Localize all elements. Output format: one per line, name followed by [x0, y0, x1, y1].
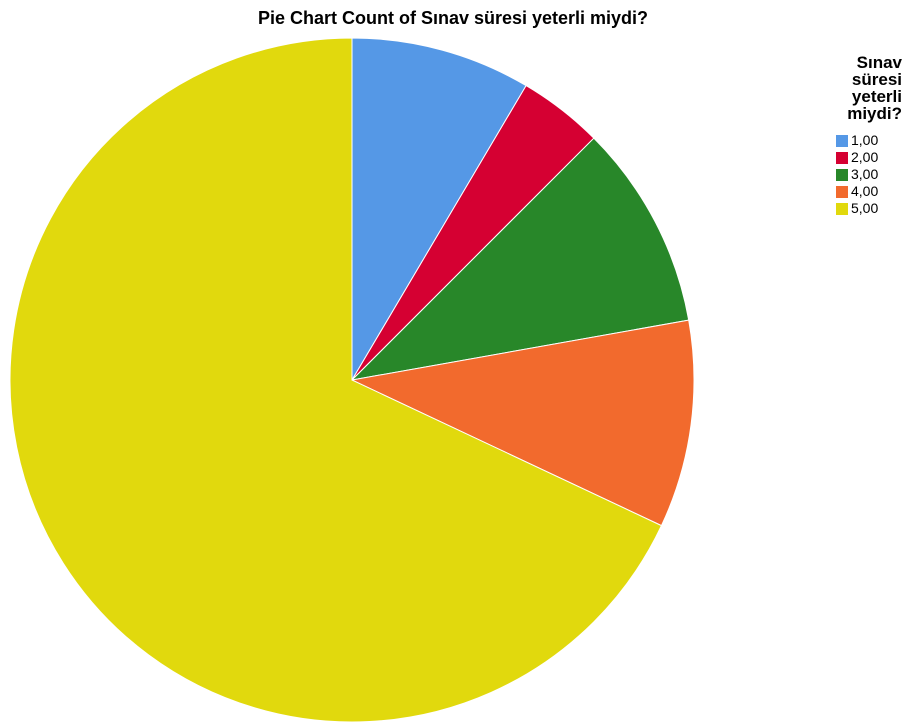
pie-slice-5-00: [9, 37, 663, 722]
legend-item: 4,00: [836, 183, 904, 200]
legend-title-line: Sınav: [856, 53, 902, 72]
legend-label: 4,00: [851, 183, 879, 199]
legend-swatch: [836, 185, 848, 198]
legend-label: 1,00: [851, 132, 879, 148]
legend-title-line: süresi: [851, 70, 902, 89]
legend-label: 5,00: [851, 200, 879, 216]
legend-label: 3,00: [851, 166, 879, 182]
pie-slices: [9, 37, 695, 722]
legend-items: 1,00 2,00 3,00 4,00 5,00: [808, 132, 904, 217]
legend-swatch: [836, 134, 848, 147]
legend: Sınav süresi yeterli miydi? 1,00 2,00 3,00…: [808, 54, 904, 217]
legend-title-line: miydi?: [847, 104, 902, 123]
legend-item: 5,00: [836, 200, 904, 217]
legend-item: 1,00: [836, 132, 904, 149]
legend-swatch: [836, 202, 848, 215]
chart-title: Pie Chart Count of Sınav süresi yeterli …: [257, 8, 649, 28]
legend-title-line: yeterli: [851, 87, 902, 106]
pie-slice-3-00: [350, 137, 690, 381]
legend-swatch: [836, 168, 848, 181]
legend-item: 3,00: [836, 166, 904, 183]
legend-swatch: [836, 151, 848, 164]
pie-slice-1-00: [351, 37, 527, 382]
legend-label: 2,00: [851, 149, 879, 165]
legend-title: Sınav süresi yeterli miydi?: [808, 54, 902, 122]
pie-slice-4-00: [350, 319, 695, 527]
legend-item: 2,00: [836, 149, 904, 166]
